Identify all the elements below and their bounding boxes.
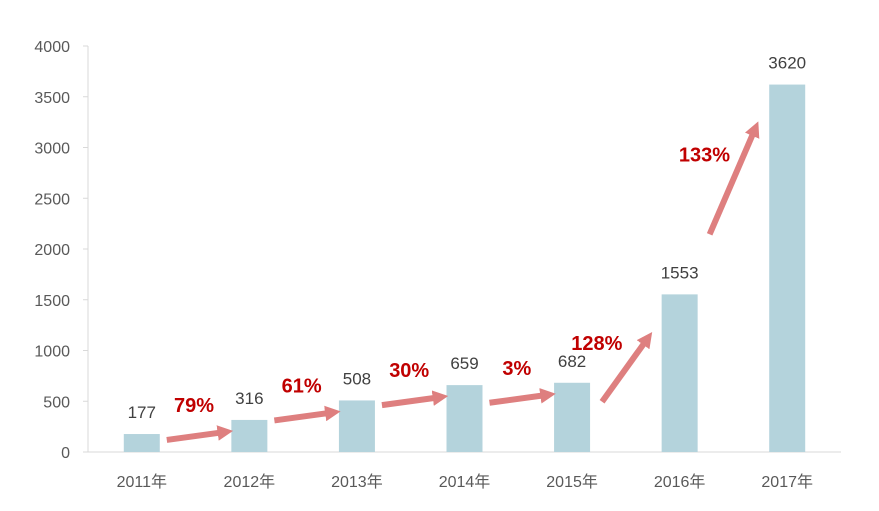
growth-label: 128%	[571, 333, 622, 355]
bar	[338, 400, 375, 452]
bar	[769, 84, 806, 452]
bar	[123, 434, 160, 452]
growth-arrow	[166, 425, 234, 443]
y-axis: 0 500 1000 1500 2000 2500 3000 3500 4000	[34, 39, 89, 462]
growth-arrow	[273, 405, 341, 424]
value-labels: 177 316 508 659 682 1553 3620	[128, 54, 807, 422]
y-tick-label: 3000	[34, 141, 70, 158]
bar-series	[123, 84, 806, 452]
growth-label: 79%	[174, 395, 214, 417]
data-label: 682	[558, 352, 586, 371]
x-tick-label: 2016年	[654, 473, 706, 491]
growth-arrow	[706, 121, 760, 236]
growth-label: 133%	[679, 144, 730, 166]
bar	[554, 382, 591, 452]
x-tick-label: 2017年	[761, 473, 813, 491]
bar	[446, 385, 483, 452]
growth-label: 30%	[389, 360, 429, 382]
y-tick-label: 4000	[34, 39, 70, 56]
growth-annotations: 79% 61% 30% 3% 128% 133%	[166, 121, 760, 443]
growth-label: 61%	[282, 375, 322, 397]
y-tick-label: 2000	[34, 242, 70, 259]
y-tick-label: 500	[43, 394, 70, 411]
growth-label: 3%	[502, 358, 531, 380]
y-tick-label: 1500	[34, 293, 70, 310]
growth-arrow	[381, 390, 449, 409]
y-tick-label: 0	[61, 445, 70, 462]
x-tick-label: 2013年	[331, 473, 383, 491]
y-tick-label: 2500	[34, 191, 70, 208]
x-tick-label: 2014年	[439, 473, 491, 491]
x-tick-label: 2012年	[224, 473, 276, 491]
data-label: 659	[450, 354, 478, 373]
growth-arrow	[489, 388, 556, 406]
data-label: 177	[128, 403, 156, 422]
x-axis: 2011年 2012年 2013年 2014年 2015年 2016年 2017年	[88, 451, 841, 491]
x-tick-label: 2011年	[117, 473, 167, 491]
data-label: 316	[235, 389, 263, 408]
x-tick-label: 2015年	[546, 473, 598, 491]
bar	[661, 294, 698, 452]
y-tick-label: 3500	[34, 90, 70, 107]
data-label: 1553	[661, 263, 699, 282]
data-label: 508	[343, 369, 371, 388]
y-tick-label: 1000	[34, 344, 70, 361]
data-label: 3620	[768, 54, 806, 73]
bar	[231, 419, 268, 452]
growth-arrow	[599, 332, 653, 404]
